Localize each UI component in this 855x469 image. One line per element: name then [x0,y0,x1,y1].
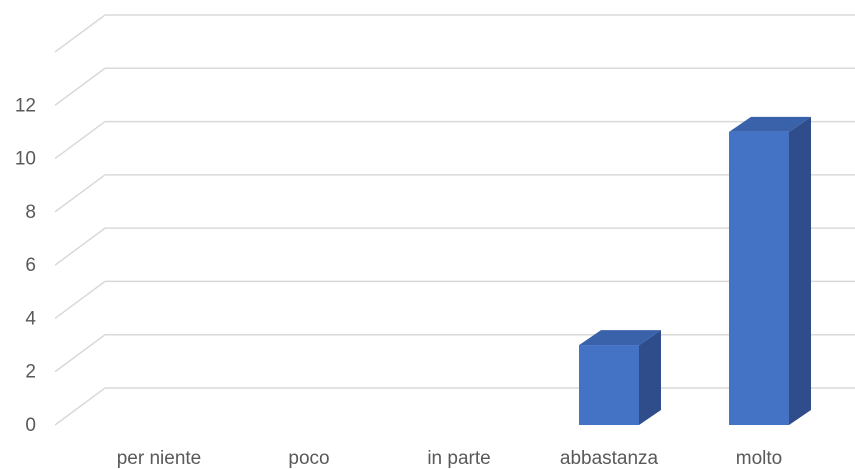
bar-top [729,116,811,132]
gridline [54,227,855,266]
bar-front [729,131,789,425]
bar-side [789,116,811,425]
bar-front [579,345,639,425]
bars [579,116,811,425]
x-category-label: in parte [427,448,490,469]
x-category-label: abbastanza [560,448,659,469]
x-axis-categories: per niente poco in parte abbastanza molto [117,448,782,469]
x-category-label: poco [288,448,329,469]
y-tick-label: 4 [25,308,36,329]
gridline [54,280,855,320]
bar-top [579,330,661,346]
gridline [54,174,855,213]
gridline [54,120,855,160]
x-category-label: molto [736,448,782,469]
y-axis-ticks: 0 2 4 6 8 10 12 [15,95,37,436]
gridline [54,14,855,53]
y-tick-label: 0 [25,415,36,436]
y-tick-label: 6 [25,255,36,276]
bar [729,116,811,425]
y-tick-label: 10 [15,149,36,170]
gridline [54,67,855,106]
y-tick-label: 8 [25,202,36,223]
bar-side [639,330,661,425]
y-tick-label: 12 [15,95,36,116]
y-tick-label: 2 [25,362,36,383]
x-category-label: per niente [117,448,202,469]
bar [579,330,661,425]
gridlines [54,14,855,426]
